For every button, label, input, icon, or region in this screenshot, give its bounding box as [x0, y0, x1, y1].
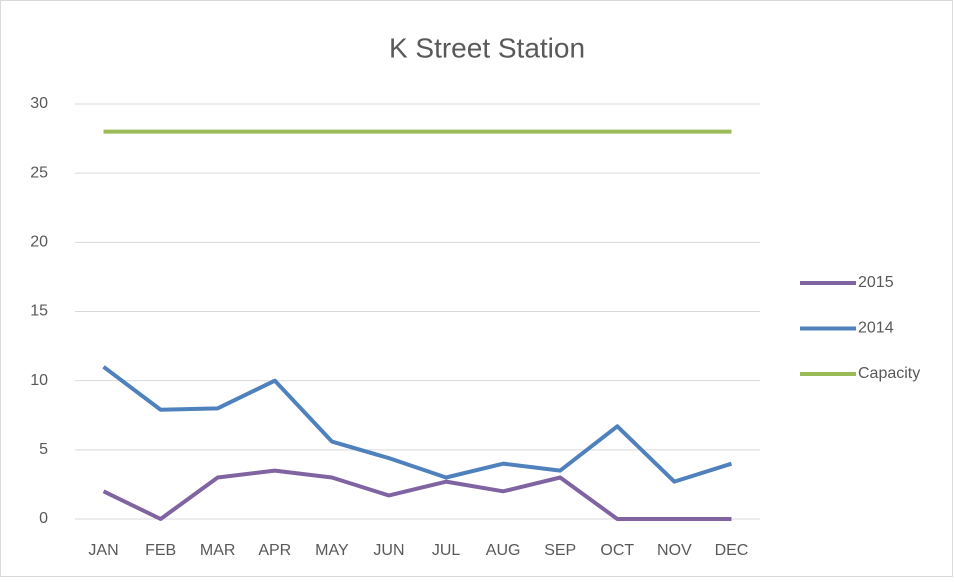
x-tick-label: SEP — [544, 542, 576, 559]
x-tick-label: APR — [258, 542, 291, 559]
y-tick-label: 25 — [30, 164, 48, 181]
x-tick-label: FEB — [145, 542, 176, 559]
x-tick-label: JUN — [373, 542, 404, 559]
y-tick-label: 0 — [39, 510, 48, 527]
x-tick-label: OCT — [600, 542, 634, 559]
y-tick-label: 5 — [39, 441, 48, 458]
x-tick-label: NOV — [657, 542, 692, 559]
y-tick-label: 30 — [30, 95, 48, 112]
series-line — [102, 468, 732, 521]
chart-title: K Street Station — [389, 32, 585, 63]
y-tick-label: 20 — [30, 234, 48, 251]
series-line — [102, 365, 733, 484]
legend-label: 2015 — [858, 274, 894, 291]
x-tick-label: DEC — [715, 542, 749, 559]
legend-label: Capacity — [858, 365, 920, 382]
x-tick-label: JUL — [432, 542, 461, 559]
y-tick-label: 10 — [30, 372, 48, 389]
x-tick-label: MAY — [315, 542, 349, 559]
y-tick-label: 15 — [30, 303, 48, 320]
x-tick-label: JAN — [88, 542, 118, 559]
x-tick-label: MAR — [200, 542, 236, 559]
x-tick-label: AUG — [486, 542, 521, 559]
legend-label: 2014 — [858, 320, 894, 337]
